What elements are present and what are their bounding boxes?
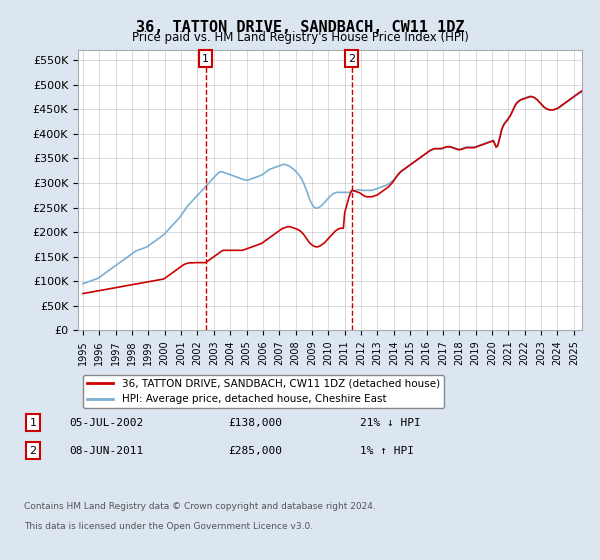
Legend: 36, TATTON DRIVE, SANDBACH, CW11 1DZ (detached house), HPI: Average price, detac: 36, TATTON DRIVE, SANDBACH, CW11 1DZ (de…: [83, 375, 444, 408]
Text: 2: 2: [29, 446, 37, 456]
Text: 1% ↑ HPI: 1% ↑ HPI: [360, 446, 414, 456]
Text: 05-JUL-2002: 05-JUL-2002: [69, 418, 143, 428]
Text: £285,000: £285,000: [228, 446, 282, 456]
Text: 08-JUN-2011: 08-JUN-2011: [69, 446, 143, 456]
Text: 21% ↓ HPI: 21% ↓ HPI: [360, 418, 421, 428]
Text: Price paid vs. HM Land Registry's House Price Index (HPI): Price paid vs. HM Land Registry's House …: [131, 31, 469, 44]
Text: Contains HM Land Registry data © Crown copyright and database right 2024.: Contains HM Land Registry data © Crown c…: [24, 502, 376, 511]
Text: 1: 1: [202, 54, 209, 64]
Text: £138,000: £138,000: [228, 418, 282, 428]
Text: 1: 1: [29, 418, 37, 428]
Text: 36, TATTON DRIVE, SANDBACH, CW11 1DZ: 36, TATTON DRIVE, SANDBACH, CW11 1DZ: [136, 20, 464, 35]
Text: This data is licensed under the Open Government Licence v3.0.: This data is licensed under the Open Gov…: [24, 522, 313, 531]
Text: 2: 2: [348, 54, 355, 64]
